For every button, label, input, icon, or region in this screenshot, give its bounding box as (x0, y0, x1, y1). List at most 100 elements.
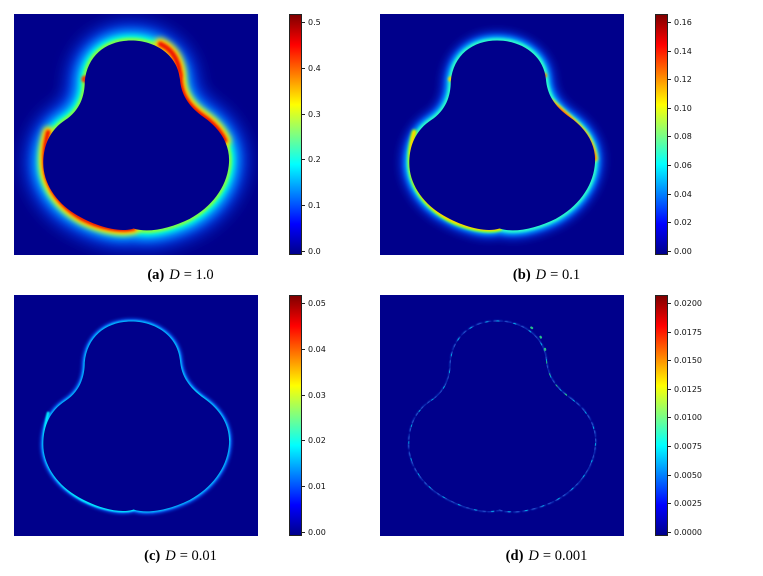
colorbar-tick-label: 0.5 (308, 17, 321, 27)
colorbar-a: 0.0 0.1 0.2 0.3 0.4 0.5 (289, 14, 347, 256)
colorbar-tick-label: 0.16 (674, 17, 692, 27)
colorbar-tick-mark (302, 205, 305, 207)
colorbar-tick: 0.0025 (668, 499, 702, 509)
plot-row-d: 0.0000 0.0025 0.0050 0.0075 0.0100 0.0125 0.01… (380, 295, 749, 537)
panel-caption-d: (d) D = 0.001 (380, 536, 713, 576)
colorbar-tick-mark (668, 446, 671, 448)
colorbar-tick: 0.0175 (668, 327, 702, 337)
colorbar-tick-label: 0.0175 (674, 327, 702, 337)
colorbar-tick: 0.00 (302, 527, 326, 537)
panel-value: = 1.0 (183, 266, 214, 283)
colorbar-tick-mark (668, 474, 671, 476)
panel-caption-c: (c) D = 0.01 (14, 536, 347, 576)
colorbar-tick: 0.01 (302, 482, 326, 492)
colorbar-tick-label: 0.00 (674, 246, 692, 256)
colorbar-tick-label: 0.0125 (674, 384, 702, 394)
colorbar-tick-mark (668, 79, 671, 81)
colorbar-gradient (655, 295, 668, 536)
panel-label: (a) (147, 266, 165, 283)
colorbar-tick: 0.00 (668, 246, 692, 256)
colorbar-tick-mark (668, 360, 671, 362)
colorbar-ticks: 0.00 0.01 0.02 0.03 0.04 0.05 (302, 295, 347, 537)
colorbar-tick-label: 0.2 (308, 155, 321, 165)
obstacle-shape (43, 321, 230, 512)
heatmap-b (380, 14, 624, 255)
colorbar-tick-mark (302, 67, 305, 69)
colorbar-tick-mark (302, 302, 305, 304)
colorbar-tick-mark (302, 531, 305, 533)
colorbar-tick: 0.0125 (668, 384, 702, 394)
colorbar-tick-label: 0.04 (674, 189, 692, 199)
obstacle-shape (409, 40, 596, 231)
colorbar-tick-mark (668, 531, 671, 533)
colorbar-tick-mark (302, 440, 305, 442)
colorbar-tick-label: 0.06 (674, 161, 692, 171)
colorbar-tick-label: 0.03 (308, 390, 326, 400)
colorbar-tick-mark (302, 394, 305, 396)
colorbar-ticks: 0.0000 0.0025 0.0050 0.0075 0.0100 0.0125 0.01… (668, 295, 713, 537)
panel-caption-a: (a) D = 1.0 (14, 255, 347, 295)
panel-caption-b: (b) D = 0.1 (380, 255, 713, 295)
colorbar-tick: 0.0050 (668, 470, 702, 480)
colorbar-tick-label: 0.14 (674, 46, 692, 56)
obstacle-shape (43, 40, 230, 231)
colorbar-tick: 0.03 (302, 390, 326, 400)
panel-b: 0.00 0.02 0.04 0.06 0.08 0.10 0.12 0.14 0.16 (b)… (380, 14, 749, 295)
colorbar-tick-label: 0.0050 (674, 470, 702, 480)
panel-d: 0.0000 0.0025 0.0050 0.0075 0.0100 0.0125 0.01… (380, 295, 749, 576)
colorbar-tick: 0.0150 (668, 356, 702, 366)
colorbar-tick: 0.0000 (668, 527, 702, 537)
colorbar-gradient (289, 295, 302, 536)
colorbar-tick: 0.16 (668, 17, 692, 27)
colorbar-tick-mark (302, 486, 305, 488)
colorbar-tick: 0.04 (668, 189, 692, 199)
colorbar-tick-label: 0.00 (308, 527, 326, 537)
panel-value: = 0.1 (550, 266, 581, 283)
colorbar-tick: 0.14 (668, 46, 692, 56)
colorbar-tick-label: 0.4 (308, 63, 321, 73)
colorbar-tick: 0.0 (302, 246, 321, 256)
panel-label: (b) (512, 266, 531, 283)
colorbar-tick-mark (668, 331, 671, 333)
colorbar-tick: 0.05 (302, 298, 326, 308)
colorbar-tick: 0.06 (668, 161, 692, 171)
panel-label: (d) (505, 547, 524, 564)
panel-value: = 0.01 (179, 547, 217, 564)
colorbar-gradient (655, 14, 668, 255)
colorbar-tick-mark (302, 21, 305, 23)
colorbar-tick: 0.02 (668, 218, 692, 228)
colorbar-tick-label: 0.05 (308, 298, 326, 308)
colorbar-tick-mark (302, 348, 305, 350)
colorbar-tick: 0.08 (668, 132, 692, 142)
panel-c: 0.00 0.01 0.02 0.03 0.04 0.05 (c) D = 0.01 (14, 295, 380, 576)
colorbar-tick-mark (668, 21, 671, 23)
plot-row-b: 0.00 0.02 0.04 0.06 0.08 0.10 0.12 0.14 0.16 (380, 14, 749, 256)
colorbar-tick-label: 0.0 (308, 246, 321, 256)
colorbar-tick-mark (668, 250, 671, 252)
panel-var: D (169, 266, 180, 283)
colorbar-tick: 0.1 (302, 201, 321, 211)
colorbar-ticks: 0.00 0.02 0.04 0.06 0.08 0.10 0.12 0.14 0.16 (668, 14, 713, 256)
colorbar-tick-mark (668, 302, 671, 304)
colorbar-tick: 0.0200 (668, 298, 702, 308)
plot-row-a: 0.0 0.1 0.2 0.3 0.4 0.5 (14, 14, 380, 256)
obstacle-shape (409, 321, 596, 512)
heatmap-c (14, 295, 258, 536)
colorbar-tick: 0.4 (302, 63, 321, 73)
colorbar-tick-mark (668, 417, 671, 419)
colorbar-tick-label: 0.02 (308, 436, 326, 446)
colorbar-tick-mark (668, 50, 671, 52)
colorbar-tick: 0.12 (668, 75, 692, 85)
panel-var: D (528, 547, 539, 564)
colorbar-tick-mark (668, 503, 671, 505)
colorbar-tick-label: 0.10 (674, 103, 692, 113)
colorbar-tick-mark (302, 159, 305, 161)
colorbar-gradient (289, 14, 302, 255)
panel-value: = 0.001 (542, 547, 588, 564)
colorbar-b: 0.00 0.02 0.04 0.06 0.08 0.10 0.12 0.14 0.16 (655, 14, 713, 256)
colorbar-tick-mark (668, 193, 671, 195)
colorbar-tick: 0.3 (302, 109, 321, 119)
colorbar-tick-label: 0.0200 (674, 298, 702, 308)
colorbar-tick-label: 0.0150 (674, 356, 702, 366)
